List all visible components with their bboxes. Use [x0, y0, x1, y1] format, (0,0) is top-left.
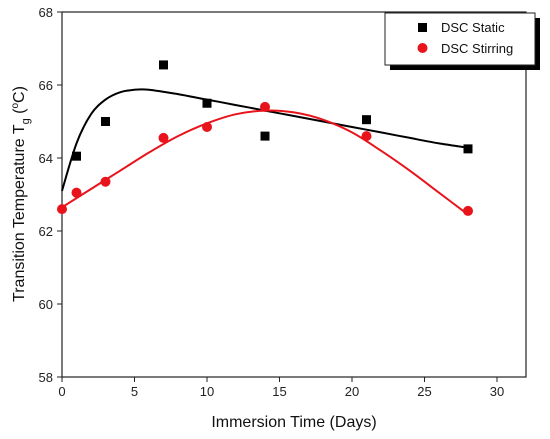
legend-label-stirring: DSC Stirring	[441, 41, 513, 56]
x-tick-label: 20	[345, 384, 359, 399]
y-tick-label: 68	[39, 5, 53, 20]
axis-ticks: 0 5 10 15 20 25 30 58 60 62 64 66 68	[39, 5, 505, 399]
plot-area	[61, 11, 527, 378]
x-tick-label: 25	[417, 384, 431, 399]
y-tick-label: 62	[39, 224, 53, 239]
point-stirring	[202, 121, 212, 132]
point-stirring	[57, 204, 67, 215]
point-stirring	[463, 205, 473, 216]
fit-curve-static	[61, 88, 469, 192]
y-tick-label: 66	[39, 78, 53, 93]
y-axis-title-unit-open: (	[11, 108, 28, 118]
y-tick-label: 60	[39, 297, 53, 312]
point-stirring	[361, 131, 372, 142]
point-static	[72, 151, 81, 161]
y-axis-title-main: Transition Temperature T	[11, 124, 28, 302]
x-tick-label: 30	[490, 384, 504, 399]
point-static	[362, 115, 371, 125]
point-static	[159, 60, 168, 70]
point-static	[260, 131, 270, 141]
y-tick-label: 64	[39, 151, 53, 166]
legend-box	[384, 12, 536, 66]
y-axis-title-subscript: g	[20, 118, 32, 124]
x-tick-label: 5	[131, 384, 138, 399]
y-tick-label: 58	[39, 370, 53, 385]
x-axis-title: Immersion Time (Days)	[211, 414, 376, 431]
y-axis-title-degree: o	[10, 102, 21, 108]
x-tick-label: 15	[272, 384, 286, 399]
point-static	[202, 98, 212, 108]
point-stirring	[158, 132, 169, 143]
legend-marker-static	[418, 23, 427, 32]
legend-marker-stirring	[417, 43, 428, 53]
y-axis-title: Transition Temperature Tg (oC)	[10, 86, 32, 302]
point-static	[463, 144, 473, 154]
x-tick-label: 0	[58, 384, 65, 399]
data-points	[57, 60, 473, 216]
legend: DSC Static DSC Stirring	[384, 12, 540, 70]
point-stirring	[71, 187, 82, 198]
legend-label-static: DSC Static	[441, 20, 505, 35]
y-axis-title-unit-close: C)	[11, 86, 28, 103]
point-stirring	[100, 176, 111, 187]
x-tick-label: 10	[200, 384, 214, 399]
point-stirring	[260, 101, 270, 112]
point-static	[101, 117, 110, 126]
